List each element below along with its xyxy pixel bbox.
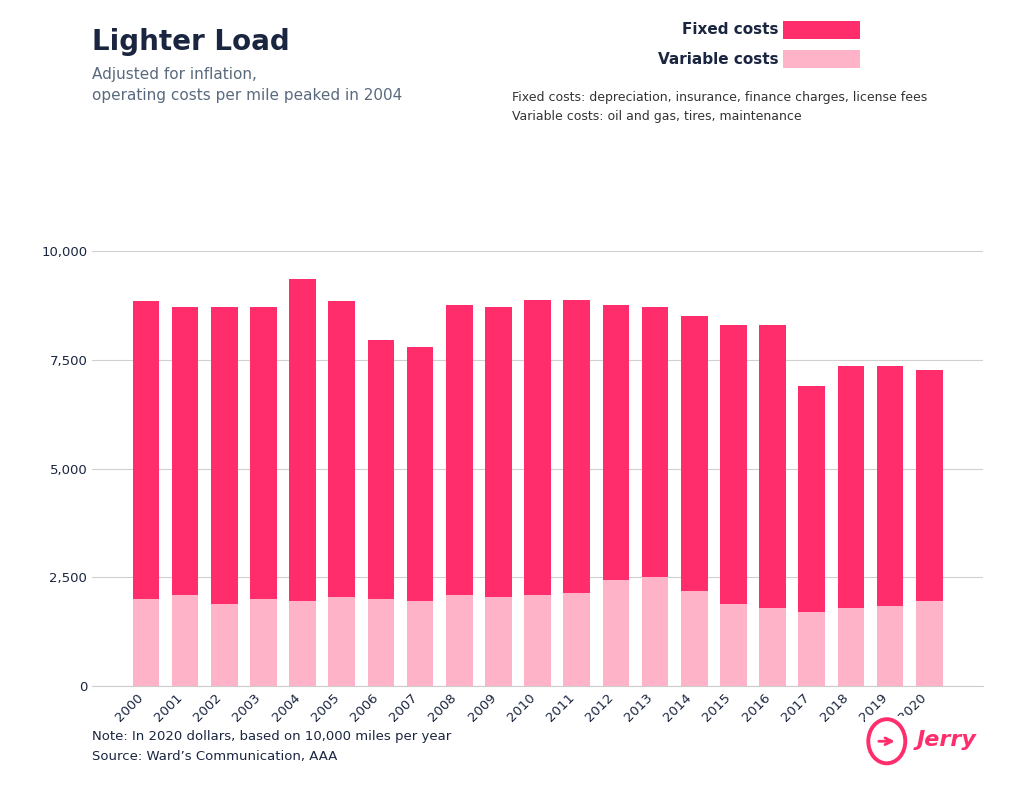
Bar xyxy=(524,595,551,686)
Bar xyxy=(485,597,512,686)
Bar xyxy=(838,366,864,608)
Bar xyxy=(133,301,160,600)
Bar xyxy=(250,600,276,686)
Bar xyxy=(446,305,473,595)
Bar xyxy=(485,307,512,597)
Bar xyxy=(407,347,433,601)
Bar xyxy=(838,608,864,686)
Bar xyxy=(172,595,199,686)
Bar xyxy=(290,279,316,601)
Bar xyxy=(720,325,746,604)
Bar xyxy=(799,612,825,686)
Bar xyxy=(329,301,355,597)
Bar xyxy=(211,604,238,686)
Text: Source: Ward’s Communication, AAA: Source: Ward’s Communication, AAA xyxy=(92,750,338,762)
Bar xyxy=(602,305,629,580)
Bar xyxy=(407,601,433,686)
Bar xyxy=(759,325,785,608)
Bar xyxy=(329,597,355,686)
Bar xyxy=(368,600,394,686)
Bar xyxy=(250,307,276,600)
Bar xyxy=(759,608,785,686)
Bar xyxy=(563,300,590,593)
Text: Adjusted for inflation,
operating costs per mile peaked in 2004: Adjusted for inflation, operating costs … xyxy=(92,67,402,103)
Bar xyxy=(211,307,238,604)
Bar xyxy=(368,340,394,600)
Bar xyxy=(642,307,669,578)
Bar xyxy=(524,300,551,595)
Bar xyxy=(172,307,199,595)
Bar xyxy=(563,593,590,686)
Bar xyxy=(446,595,473,686)
Text: Lighter Load: Lighter Load xyxy=(92,28,290,55)
Bar xyxy=(290,601,316,686)
Bar xyxy=(720,604,746,686)
Text: Variable costs: Variable costs xyxy=(657,51,778,67)
Text: Note: In 2020 dollars, based on 10,000 miles per year: Note: In 2020 dollars, based on 10,000 m… xyxy=(92,730,452,742)
Bar xyxy=(642,578,669,686)
Text: Variable costs: oil and gas, tires, maintenance: Variable costs: oil and gas, tires, main… xyxy=(512,110,802,123)
Bar xyxy=(915,601,942,686)
Bar xyxy=(133,600,160,686)
Text: Fixed costs: depreciation, insurance, finance charges, license fees: Fixed costs: depreciation, insurance, fi… xyxy=(512,91,928,103)
Bar xyxy=(877,606,903,686)
Bar xyxy=(877,366,903,606)
Bar xyxy=(915,371,942,601)
Bar xyxy=(799,386,825,612)
Text: Fixed costs: Fixed costs xyxy=(682,22,778,38)
Text: Jerry: Jerry xyxy=(916,730,976,750)
Bar xyxy=(602,580,629,686)
Bar xyxy=(681,590,708,686)
Bar xyxy=(681,316,708,590)
